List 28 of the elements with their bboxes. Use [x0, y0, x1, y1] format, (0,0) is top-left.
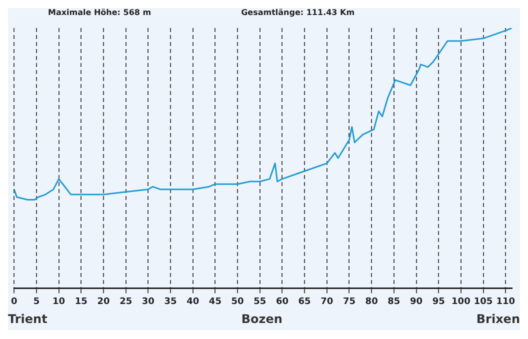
x-tick-label: 65 [298, 296, 311, 307]
text: Gesamtlänge: 111.43 Km [241, 8, 355, 19]
x-tick-label: 90 [410, 296, 423, 307]
x-tick-label: 5 [33, 296, 40, 307]
x-tick-label: 10 [52, 296, 66, 307]
x-tick-label: 25 [120, 296, 132, 307]
text: Brixen [476, 312, 520, 328]
x-tick-label: 30 [142, 296, 154, 307]
x-tick-label: 60 [276, 296, 288, 307]
text: Bozen [241, 312, 282, 328]
x-tick-label: 80 [365, 296, 378, 307]
x-tick-label: 95 [432, 296, 445, 307]
x-tick-label: 35 [164, 296, 177, 307]
text: Maximale Höhe: 568 m [48, 8, 152, 19]
x-tick-label: 40 [186, 296, 200, 307]
x-tick-label: 15 [74, 296, 88, 307]
x-tick-label: 85 [388, 296, 400, 307]
x-tick-label: 45 [208, 296, 222, 307]
x-tick-label: 110 [496, 296, 516, 307]
x-tick-label: 75 [342, 296, 356, 307]
x-tick-label: 55 [254, 296, 266, 307]
x-tick-label: 50 [231, 296, 244, 307]
x-tick-label: 70 [320, 296, 334, 307]
x-tick-label: 100 [452, 296, 470, 307]
x-tick-label: 0 [11, 296, 18, 307]
x-tick-label: 105 [474, 296, 493, 307]
text: Trient [8, 312, 48, 328]
x-tick-label: 20 [97, 296, 110, 307]
